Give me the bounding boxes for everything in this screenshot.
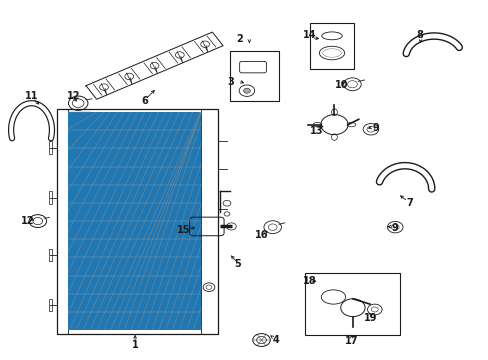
Text: 13: 13 [309,126,323,136]
Text: 14: 14 [303,30,316,40]
Bar [48,141,52,154]
Text: 15: 15 [177,225,190,235]
Text: 4: 4 [272,335,279,345]
Text: 3: 3 [227,77,234,87]
Text: 1: 1 [131,340,138,350]
Text: 7: 7 [406,198,412,208]
Bar [309,23,353,69]
Bar [201,109,217,334]
Text: 18: 18 [303,276,316,286]
Circle shape [201,41,209,48]
Text: 19: 19 [364,312,377,323]
Text: 6: 6 [141,96,148,107]
Bar [305,273,399,336]
Circle shape [124,73,133,80]
Text: 12: 12 [66,91,80,101]
Circle shape [150,63,159,69]
Bar [48,298,52,311]
Bar [48,249,52,261]
Text: 9: 9 [391,223,398,233]
Bar [57,109,68,334]
Text: 11: 11 [25,91,38,101]
Text: 8: 8 [415,30,422,40]
Bar [48,192,52,204]
Text: 17: 17 [344,337,358,346]
Text: 5: 5 [233,259,240,269]
Circle shape [100,84,108,90]
Bar [68,112,201,330]
Text: 9: 9 [372,123,378,133]
Text: 16: 16 [254,230,268,240]
Bar [57,109,217,334]
Circle shape [175,52,184,58]
Text: 10: 10 [334,80,348,90]
Circle shape [243,88,250,93]
Text: 2: 2 [236,34,243,44]
Bar [229,51,278,102]
Text: 12: 12 [21,216,35,226]
